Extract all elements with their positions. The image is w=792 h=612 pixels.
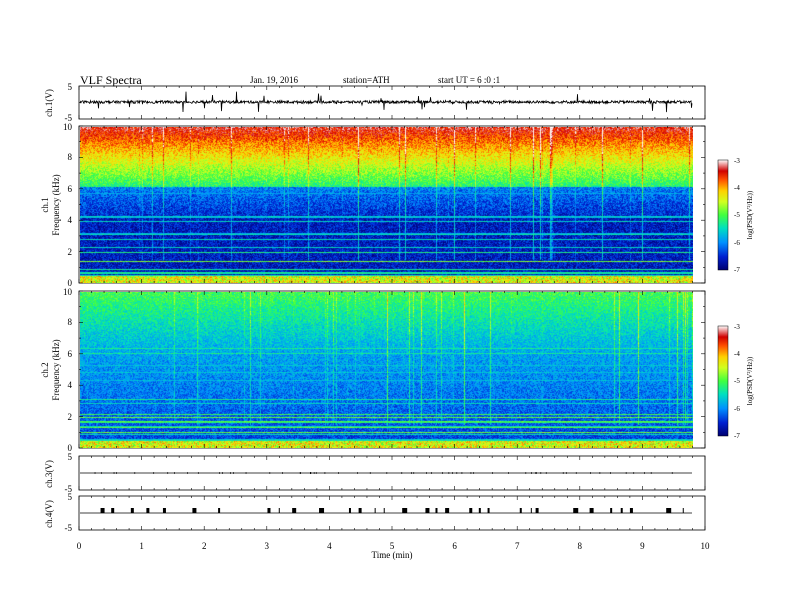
ch1-colorbar-label: log(PSD(V²/Hz))	[746, 190, 754, 239]
ch4-pulse	[682, 508, 684, 513]
start-time-label: start UT = 6 :0 :1	[438, 75, 500, 85]
ch4-pulse	[487, 508, 490, 513]
ch2-spec-ytick-10: 10	[63, 287, 73, 297]
ch1-spec-ytick-8: 8	[68, 152, 73, 162]
ch1-colorbar	[717, 159, 729, 271]
ch1-waveform-trace	[79, 91, 693, 113]
ch4-pulse	[111, 508, 115, 513]
ch2-cb-tick-5: -5	[734, 377, 740, 385]
ch4-pulse	[218, 508, 221, 513]
xtick-4: 4	[327, 541, 332, 551]
ch2-spec-channel-label: ch.2	[40, 362, 50, 377]
ch2-spec-ytick-8: 8	[68, 317, 73, 327]
ch4-pulse	[100, 508, 105, 513]
ch1-spec-ytick-10: 10	[63, 122, 73, 132]
figure-title: VLF Spectra	[80, 73, 142, 87]
ch2-colorbar-label: log(PSD(V²/Hz))	[746, 356, 754, 405]
ch1-spectrogram	[79, 126, 693, 283]
ch4-pulse	[435, 508, 438, 513]
ch4-pulse	[278, 508, 280, 513]
ch4-pulse	[445, 508, 450, 513]
ch2-spec-ylabel: Frequency (kHz)	[51, 339, 61, 400]
ch2-spec-ytick-6: 6	[68, 349, 73, 359]
ch4-pulse	[666, 508, 672, 513]
ch1-waveform-ylabel: ch.1(V)	[44, 89, 54, 117]
ch2-spec-ytick-2: 2	[68, 412, 73, 422]
xtick-9: 9	[640, 541, 645, 551]
ch1-spec-ytick-2: 2	[68, 247, 73, 257]
ch4-pulse	[374, 508, 376, 513]
ch4-pulse	[358, 508, 362, 513]
ch4-pulse	[319, 508, 325, 513]
xtick-1: 1	[139, 541, 144, 551]
ch4-ytick-top: 5	[68, 492, 73, 502]
ch4-pulse	[402, 508, 408, 513]
ch2-cb-tick-4: -4	[734, 350, 740, 358]
ch4-pulse	[267, 508, 271, 513]
xtick-3: 3	[265, 541, 270, 551]
ch4-pulse	[535, 508, 539, 513]
xtick-2: 2	[202, 541, 207, 551]
ch1-ytick-top: 5	[68, 82, 73, 92]
ch3-waveform-ylabel: ch.3(V)	[44, 460, 54, 488]
ch2-spec-ytick-4: 4	[68, 380, 73, 390]
ch4-pulse	[629, 508, 633, 513]
ch2-spec-ytick-0: 0	[68, 443, 73, 453]
x-axis-label: Time (min)	[372, 550, 413, 560]
ch1-cb-tick-7: -7	[734, 266, 740, 274]
ch2-spectrogram	[79, 291, 693, 448]
ch4-pulse	[519, 508, 522, 513]
ch1-ytick-bottom: -5	[65, 113, 73, 123]
xtick-5: 5	[390, 541, 395, 551]
ch4-pulse	[383, 508, 385, 513]
xtick-0: 0	[77, 541, 82, 551]
ch2-cb-tick-3: -3	[734, 323, 740, 331]
ch4-pulse	[130, 508, 134, 513]
ch4-pulse	[573, 508, 579, 513]
ch4-ytick-bottom: -5	[65, 523, 73, 533]
ch1-spec-ytick-0: 0	[68, 278, 73, 288]
ch4-pulse	[292, 508, 297, 513]
ch4-pulse	[620, 508, 623, 513]
ch1-cb-tick-6: -6	[734, 239, 740, 247]
date-label: Jan. 19, 2016	[250, 75, 298, 85]
ch4-pulse	[162, 508, 166, 513]
ch3-ytick-top: 5	[68, 452, 73, 462]
station-label: station=ATH	[343, 75, 390, 85]
ch1-spec-ylabel: Frequency (kHz)	[51, 174, 61, 235]
ch3-trace-ticks	[94, 472, 673, 474]
xtick-7: 7	[515, 541, 520, 551]
ch1-spec-channel-label: ch.1	[40, 197, 50, 212]
ch1-cb-tick-5: -5	[734, 211, 740, 219]
ch4-pulse	[425, 508, 430, 513]
ch1-cb-tick-3: -3	[734, 157, 740, 165]
ch4-pulse	[530, 508, 532, 513]
ch4-pulse	[469, 508, 473, 513]
ch4-pulse	[348, 508, 351, 513]
ch2-colorbar	[717, 325, 729, 437]
ch4-pulse-trace	[100, 508, 684, 513]
xtick-8: 8	[578, 541, 583, 551]
ch3-ytick-bottom: -5	[65, 484, 73, 494]
ch2-cb-tick-7: -7	[734, 432, 740, 440]
ch4-pulse	[192, 508, 197, 513]
ch4-pulse	[478, 508, 481, 513]
xtick-6: 6	[452, 541, 457, 551]
ch4-waveform-ylabel: ch.4(V)	[44, 500, 54, 528]
ch2-cb-tick-6: -6	[734, 405, 740, 413]
ch1-spec-ytick-4: 4	[68, 215, 73, 225]
ch4-pulse	[146, 508, 150, 513]
ch1-spec-ytick-6: 6	[68, 184, 73, 194]
ch4-pulse	[589, 508, 594, 513]
ch4-pulse	[610, 508, 613, 513]
ch1-cb-tick-4: -4	[734, 184, 740, 192]
xtick-10: 10	[701, 541, 711, 551]
